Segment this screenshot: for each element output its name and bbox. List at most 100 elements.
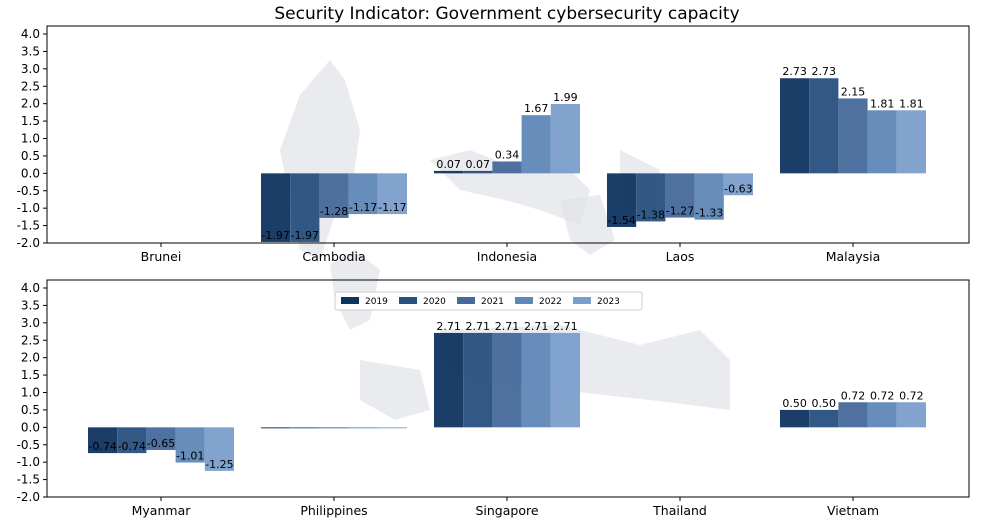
data-label: 2.71: [495, 320, 520, 333]
bar-cambodia-2023: [377, 173, 407, 215]
bar-malaysia-2023: [896, 110, 926, 174]
y-tick-label: 1.5: [21, 114, 40, 128]
bar-myanmar-2022: [175, 427, 205, 463]
data-label: 1.67: [524, 102, 549, 115]
bar-malaysia-2019: [780, 78, 810, 174]
data-label: 0.72: [899, 389, 924, 402]
bar-myanmar-2020: [117, 427, 147, 454]
bar-philippines-2019: [261, 427, 291, 429]
data-label: -0.65: [147, 437, 175, 450]
data-label: 0.50: [812, 397, 837, 410]
y-tick-label: 0.5: [21, 403, 40, 417]
bar-indonesia-2023: [550, 104, 580, 174]
panel-1: 4.0 3.5 3.0 2.5 2.0 1.5 1.0 0.5 0.0 -0.5 -1.0 -1.5 -…: [17, 25, 970, 264]
bar-indonesia-2021: [492, 161, 522, 174]
bar-cambodia-2019: [261, 173, 291, 242]
bar-malaysia-2021: [838, 98, 868, 174]
y-tick-label: 2.5: [21, 333, 40, 347]
x-tick-label: Thailand: [652, 503, 707, 518]
data-label: 2.73: [782, 65, 807, 78]
x-tick-label: Laos: [666, 249, 695, 264]
x-tick-label: Brunei: [141, 249, 182, 264]
data-label: -1.54: [607, 214, 635, 227]
data-label: 0.34: [495, 148, 520, 161]
data-label: 1.81: [899, 97, 924, 110]
legend-label-2020: 2020: [423, 297, 446, 307]
axes-frame: [46, 279, 970, 498]
chart-panels: 4.0 3.5 3.0 2.5 2.0 1.5 1.0 0.5 0.0 -0.5 -1.0 -1.5 -…: [17, 25, 970, 518]
x-tick-label: Indonesia: [477, 249, 537, 264]
y-tick-label: -2.0: [17, 490, 40, 504]
data-label: 1.81: [870, 97, 895, 110]
y-tick-label: 4.0: [21, 281, 40, 295]
bar-vietnam-2020: [809, 409, 839, 428]
bar-singapore-2019: [434, 332, 464, 428]
x-tick-label: Cambodia: [302, 249, 365, 264]
legend-label-2023: 2023: [597, 297, 620, 307]
y-tick-label: 2.0: [21, 97, 40, 111]
bar-myanmar-2023: [204, 427, 234, 471]
data-label: -1.97: [291, 229, 319, 242]
bar-laos-2020: [636, 173, 666, 222]
data-label: -1.28: [320, 205, 348, 218]
chart-title: Security Indicator: Government cybersecu…: [274, 4, 739, 24]
bar-malaysia-2022: [867, 110, 897, 174]
bar-laos-2021: [665, 173, 695, 218]
legend-label-2021: 2021: [481, 297, 504, 307]
x-tick-label: Philippines: [300, 503, 367, 518]
bar-philippines-2020: [290, 427, 320, 429]
data-label: -1.17: [378, 201, 406, 214]
bar-vietnam-2021: [838, 402, 868, 428]
data-label: 2.71: [524, 320, 549, 333]
bar-philippines-2021: [319, 427, 349, 429]
data-label: -1.17: [349, 201, 377, 214]
legend-swatch-2019: [341, 297, 359, 304]
y-tick-label: 1.5: [21, 368, 40, 382]
map-landmass-3: [560, 195, 615, 255]
bar-vietnam-2023: [896, 402, 926, 428]
y-tick-label: 2.5: [21, 79, 40, 93]
y-tick-label: 4.0: [21, 27, 40, 41]
bar-singapore-2022: [521, 332, 551, 428]
y-tick-label: 3.0: [21, 62, 40, 76]
bar-myanmar-2021: [146, 427, 176, 450]
map-landmass-6: [360, 360, 430, 420]
legend-swatch-2020: [399, 297, 417, 304]
bar-vietnam-2022: [867, 402, 897, 428]
y-tick-label: 3.5: [21, 44, 40, 58]
y-tick-label: -1.5: [17, 219, 40, 233]
y-tick-label: -1.5: [17, 473, 40, 487]
bar-philippines-2022: [348, 427, 378, 429]
y-tick-label: 1.0: [21, 386, 40, 400]
legend-label-2022: 2022: [539, 297, 562, 307]
legend-label-2019: 2019: [365, 297, 388, 307]
bar-indonesia-2020: [463, 170, 493, 174]
panel-2: 4.0 3.5 3.0 2.5 2.0 1.5 1.0 0.5 0.0 -0.5 -1.0 -1.5 -…: [17, 279, 970, 518]
y-tick-label: 0.0: [21, 420, 40, 434]
data-label: -0.63: [724, 182, 752, 195]
y-tick-label: -1.0: [17, 455, 40, 469]
data-label: -1.27: [666, 205, 694, 218]
y-tick-label: 3.0: [21, 316, 40, 330]
data-label: 0.72: [870, 389, 895, 402]
bar-vietnam-2019: [780, 409, 810, 428]
data-label: 2.71: [553, 320, 578, 333]
data-label: 0.72: [841, 389, 866, 402]
data-label: 2.71: [436, 320, 461, 333]
data-label: 2.15: [841, 85, 866, 98]
bar-singapore-2023: [550, 332, 580, 428]
x-tick-label: Myanmar: [132, 503, 192, 518]
y-tick-label: -0.5: [17, 184, 40, 198]
bar-indonesia-2019: [434, 170, 464, 174]
data-label: 0.07: [466, 158, 491, 171]
y-tick-label: -0.5: [17, 438, 40, 452]
bar-philippines-2023: [377, 427, 407, 429]
y-tick-label: -2.0: [17, 236, 40, 250]
bar-laos-2023: [723, 173, 753, 196]
x-tick-label: Singapore: [475, 503, 538, 518]
bar-singapore-2020: [463, 332, 493, 428]
data-label: -0.74: [88, 440, 116, 453]
data-label: -1.01: [176, 450, 204, 463]
data-label: -1.38: [637, 208, 665, 221]
